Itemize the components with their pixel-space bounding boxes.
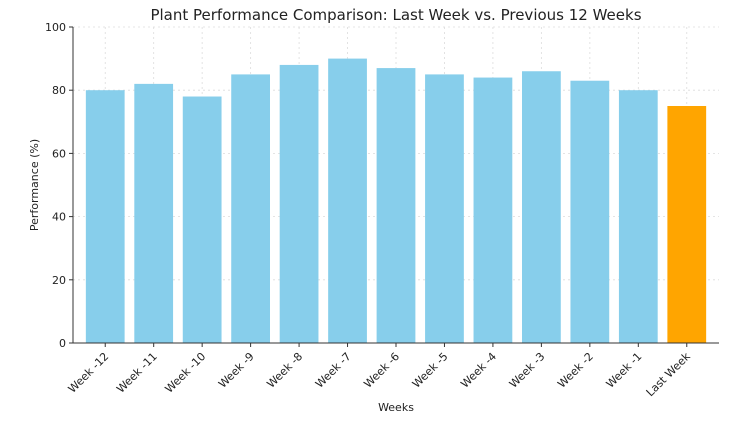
x-tick-label: Week -10 [163,350,209,396]
x-tick-label: Week -6 [361,350,402,391]
bar-week-10 [182,96,222,344]
bar-last-week [667,106,707,343]
y-tick-label: 40 [52,211,66,224]
y-axis-label: Performance (%) [28,139,41,231]
bars-layer [85,58,707,344]
bar-week-3 [522,71,561,344]
bar-week-11 [134,83,174,343]
bar-week-7 [328,58,367,343]
x-tick-label: Week -11 [114,350,160,396]
x-ticks: Week -12 Week -11 Week -10 Week -9 Week -8 We… [66,343,694,399]
x-tick-label: Week -9 [216,350,257,391]
bar-week-8 [279,64,319,344]
y-tick-label: 20 [52,274,66,287]
x-tick-label: Week -2 [555,350,596,391]
x-axis-label: Weeks [378,401,414,414]
x-tick-label: Week -4 [458,350,499,391]
x-tick-label: Week -8 [264,350,305,391]
y-tick-label: 0 [59,337,66,350]
x-tick-label: Week -12 [66,350,112,396]
bar-week-4 [473,77,513,343]
y-tick-label: 100 [45,21,66,34]
x-tick-label: Week -7 [313,350,354,391]
x-tick-label: Week -3 [507,350,548,391]
bar-week-9 [231,74,270,344]
y-tick-label: 80 [52,84,66,97]
x-tick-label: Week -5 [410,350,451,391]
y-ticks: 0 20 40 60 80 100 [45,21,73,350]
chart-title: Plant Performance Comparison: Last Week … [150,6,641,24]
bar-week-12 [85,90,125,343]
bar-week-2 [570,80,610,343]
x-tick-label: Week -1 [604,350,645,391]
bar-week-6 [376,68,416,343]
bar-week-1 [618,90,658,343]
y-tick-label: 60 [52,147,66,160]
bar-week-5 [425,74,464,344]
x-tick-label: Last Week [644,349,694,399]
